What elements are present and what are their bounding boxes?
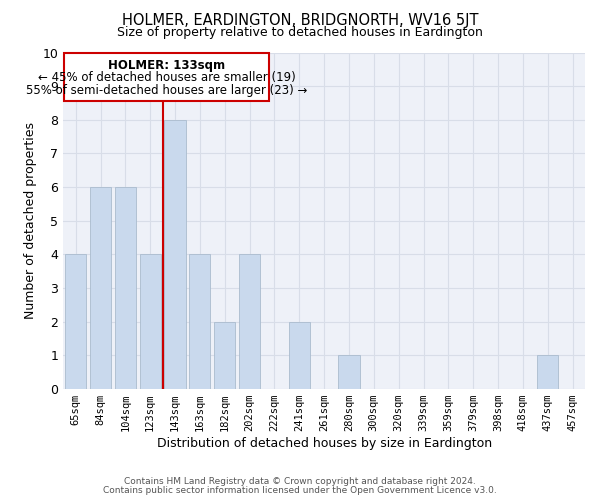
Bar [140, 254, 161, 389]
Text: ← 45% of detached houses are smaller (19): ← 45% of detached houses are smaller (19… [38, 71, 296, 84]
Bar [65, 254, 86, 389]
Bar [190, 254, 211, 389]
Bar [239, 254, 260, 389]
Bar [164, 120, 185, 389]
Y-axis label: Number of detached properties: Number of detached properties [24, 122, 37, 320]
Bar [289, 322, 310, 389]
Bar [115, 187, 136, 389]
Bar [537, 356, 558, 389]
Bar [338, 356, 359, 389]
Text: HOLMER: 133sqm: HOLMER: 133sqm [109, 58, 226, 71]
Bar [214, 322, 235, 389]
X-axis label: Distribution of detached houses by size in Eardington: Distribution of detached houses by size … [157, 437, 491, 450]
Text: Contains HM Land Registry data © Crown copyright and database right 2024.: Contains HM Land Registry data © Crown c… [124, 477, 476, 486]
Text: HOLMER, EARDINGTON, BRIDGNORTH, WV16 5JT: HOLMER, EARDINGTON, BRIDGNORTH, WV16 5JT [122, 12, 478, 28]
FancyBboxPatch shape [64, 52, 269, 102]
Bar [90, 187, 111, 389]
Text: 55% of semi-detached houses are larger (23) →: 55% of semi-detached houses are larger (… [26, 84, 308, 98]
Text: Size of property relative to detached houses in Eardington: Size of property relative to detached ho… [117, 26, 483, 39]
Text: Contains public sector information licensed under the Open Government Licence v3: Contains public sector information licen… [103, 486, 497, 495]
